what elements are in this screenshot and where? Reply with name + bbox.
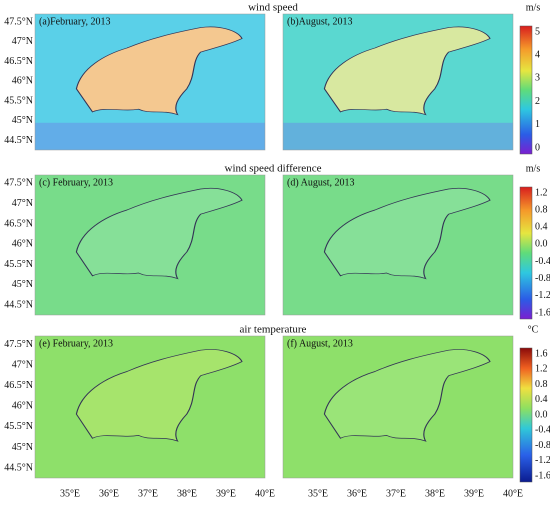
lon-label: 39°E — [464, 488, 484, 499]
land-strip — [283, 122, 513, 150]
colorbar-tick: 2 — [535, 96, 540, 107]
colorbar-tick: 4 — [535, 49, 540, 60]
colorbar-tick: 1.2 — [535, 364, 548, 375]
colorbar-tick: -1.6 — [535, 470, 550, 481]
lat-label: 46°N — [12, 239, 33, 250]
lat-label: 46.5°N — [4, 218, 33, 229]
colorbar-tick: 3 — [535, 73, 540, 84]
colorbar-tick: 0.0 — [535, 239, 548, 250]
colorbar-tick: 1 — [535, 119, 540, 130]
lat-label: 45.5°N — [4, 259, 33, 270]
colorbar-tick: -1.2 — [535, 290, 550, 301]
colorbar-tick: 0.8 — [535, 204, 548, 215]
lake — [75, 187, 243, 280]
lake — [75, 26, 243, 116]
lat-label: 45°N — [12, 442, 33, 453]
colorbar-unit: m/s — [526, 2, 541, 13]
colorbar — [519, 347, 533, 483]
lat-label: 44.5°N — [4, 299, 33, 310]
lat-label: 47.5°N — [4, 16, 33, 27]
lon-label: 35°E — [308, 488, 328, 499]
lake — [323, 349, 491, 442]
lat-label: 47°N — [12, 359, 33, 370]
lat-label: 45°N — [12, 115, 33, 126]
lon-label: 40°E — [255, 488, 275, 499]
colorbar-tick: 0.8 — [535, 379, 548, 390]
colorbar-tick: 1.2 — [535, 187, 548, 198]
lake — [323, 187, 491, 280]
colorbar — [519, 25, 533, 155]
lat-label: 47.5°N — [4, 339, 33, 350]
lon-label: 37°E — [138, 488, 158, 499]
colorbar-unit: m/s — [526, 163, 541, 174]
colorbar-tick: 5 — [535, 26, 540, 37]
lon-label: 38°E — [177, 488, 197, 499]
colorbar-tick: -0.8 — [535, 273, 550, 284]
panel-label: (c) February, 2013 — [39, 177, 113, 188]
land-strip — [283, 449, 513, 478]
lat-label: 45.5°N — [4, 95, 33, 106]
land-strip — [35, 287, 265, 315]
lon-label: 40°E — [503, 488, 523, 499]
colorbar-tick: -0.4 — [535, 425, 550, 436]
lat-label: 46°N — [12, 401, 33, 412]
lake — [323, 26, 491, 116]
lat-label: 46.5°N — [4, 380, 33, 391]
row-title: air temperature — [240, 324, 307, 336]
map-frame — [282, 13, 514, 151]
lon-label: 35°E — [60, 488, 80, 499]
lat-label: 47°N — [12, 198, 33, 209]
panel-label: (a)February, 2013 — [39, 16, 111, 27]
lat-label: 47.5°N — [4, 178, 33, 189]
lake-shape — [75, 349, 243, 442]
lat-label: 45°N — [12, 279, 33, 290]
lake-shape — [75, 187, 243, 280]
panel-label: (e) February, 2013 — [39, 338, 113, 349]
lat-label: 44.5°N — [4, 462, 33, 473]
map-frame — [34, 13, 266, 151]
lat-label: 46°N — [12, 76, 33, 87]
colorbar-tick: 1.6 — [535, 348, 548, 359]
lake-shape — [323, 187, 491, 280]
row-title: wind speed difference — [225, 163, 322, 175]
panel-label: (f) August, 2013 — [287, 338, 353, 349]
colorbar-tick: 0.4 — [535, 394, 548, 405]
map-frame — [34, 174, 266, 316]
land-strip — [35, 449, 265, 478]
colorbar-tick: -0.4 — [535, 256, 550, 267]
colorbar-tick: 0.0 — [535, 409, 548, 420]
lon-label: 38°E — [425, 488, 445, 499]
land-strip — [283, 287, 513, 315]
colorbar-tick: 0.4 — [535, 222, 548, 233]
map-frame — [34, 335, 266, 479]
lat-label: 47°N — [12, 36, 33, 47]
row-title: wind speed — [248, 2, 298, 14]
lon-label: 36°E — [347, 488, 367, 499]
colorbar-tick: -1.2 — [535, 455, 550, 466]
lon-label: 39°E — [216, 488, 236, 499]
map-frame — [282, 335, 514, 479]
lat-label: 46.5°N — [4, 56, 33, 67]
lake-shape — [323, 349, 491, 442]
lake-shape — [323, 26, 491, 116]
colorbar — [519, 186, 533, 320]
land-strip — [35, 122, 265, 150]
panel-label: (b)August, 2013 — [287, 16, 353, 27]
colorbar-tick: 0 — [535, 142, 540, 153]
colorbar-tick: -1.6 — [535, 307, 550, 318]
colorbar-tick: -0.8 — [535, 440, 550, 451]
lat-label: 44.5°N — [4, 135, 33, 146]
lake — [75, 349, 243, 442]
lat-label: 45.5°N — [4, 421, 33, 432]
panel-label: (d) August, 2013 — [287, 177, 355, 188]
map-frame — [282, 174, 514, 316]
colorbar-unit: °C — [528, 324, 539, 335]
lon-label: 37°E — [386, 488, 406, 499]
lon-label: 36°E — [99, 488, 119, 499]
lake-shape — [75, 26, 243, 116]
